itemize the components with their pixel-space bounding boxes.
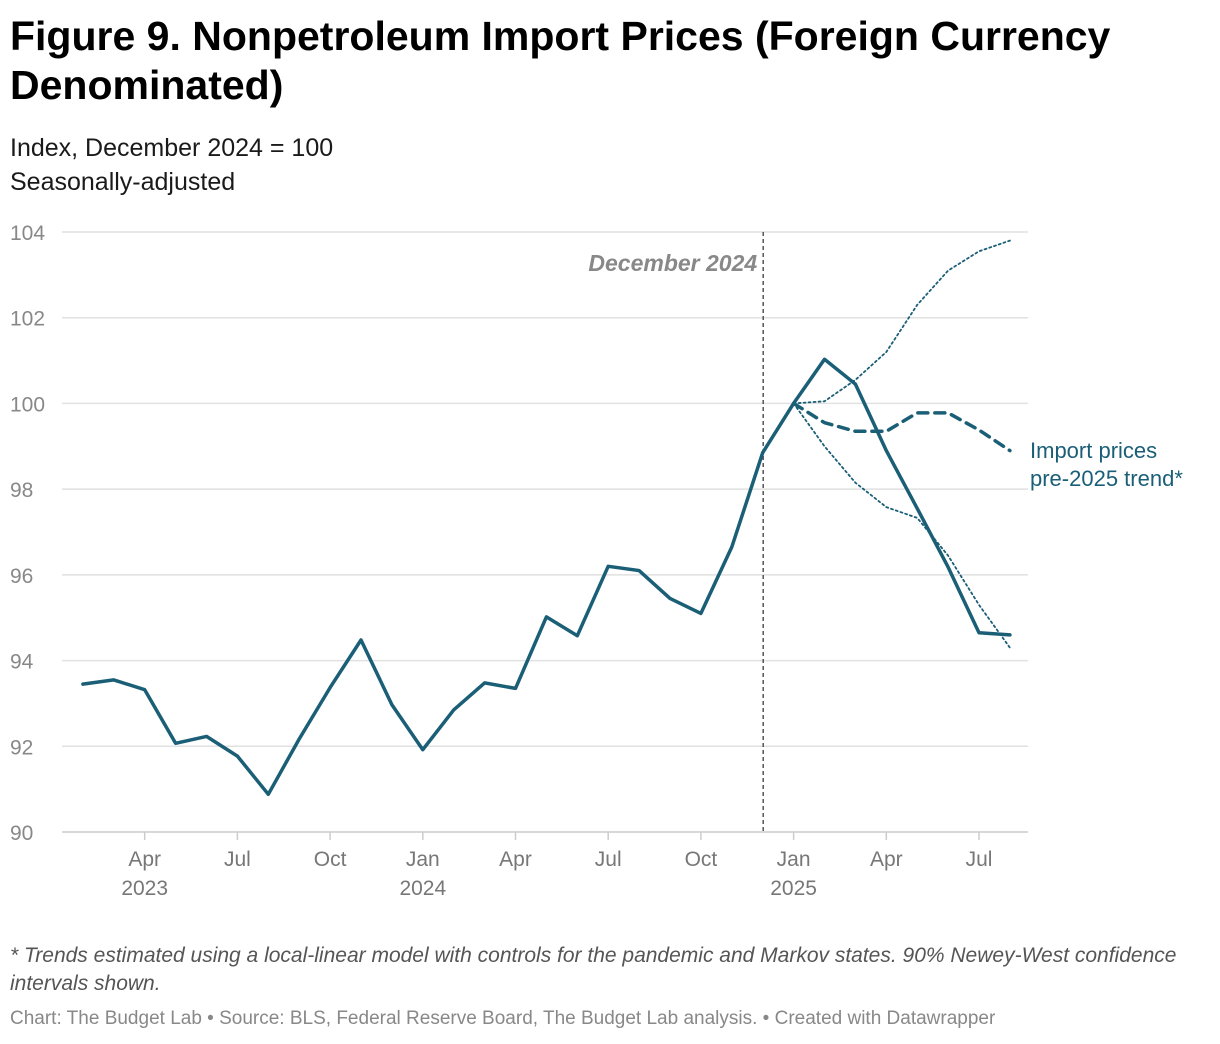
footnote: * Trends estimated using a local-linear …	[10, 944, 1177, 995]
x-tick-label: Oct	[685, 848, 718, 871]
x-tick-label: Jul	[224, 848, 251, 871]
y-tick-label: 98	[10, 479, 33, 502]
x-tick-label: Jan	[406, 848, 440, 871]
y-tick-label: 104	[10, 222, 45, 245]
y-tick-label: 102	[10, 308, 45, 331]
x-tick-label: Oct	[314, 848, 347, 871]
x-tick-label: Apr	[870, 848, 903, 871]
reference-line-group: December 2024	[588, 232, 764, 832]
y-axis: 90 92 94 96 98 100 102 104	[10, 222, 45, 845]
y-tick-label: 94	[10, 651, 34, 674]
reference-line-label: December 2024	[588, 250, 757, 276]
x-tick-label: Jul	[595, 848, 622, 871]
line-chart: 90 92 94 96 98 100 102 104 Apr 2023 Jul Oct Jan 2024…	[10, 222, 1183, 900]
source-credit: Chart: The Budget Lab • Source: BLS, Fed…	[10, 1008, 996, 1029]
series-line-pre-2025-trend	[791, 401, 1012, 453]
series-line-lower-90-ci	[792, 402, 1011, 649]
x-tick-label: Apr	[499, 848, 532, 871]
x-tick-label: Jul	[966, 848, 993, 871]
gridlines	[62, 231, 1028, 833]
y-tick-label: 100	[10, 393, 45, 416]
x-year-label: 2023	[121, 877, 168, 900]
series-line-import-prices	[81, 357, 1012, 797]
x-year-label: 2024	[399, 877, 446, 900]
y-tick-label: 96	[10, 565, 33, 588]
chart-title: Figure 9. Nonpetroleum Import Prices (Fo…	[10, 13, 1111, 108]
subtitle-index-note: Index, December 2024 = 100	[10, 134, 334, 162]
y-tick-label: 92	[10, 736, 33, 759]
series-group	[81, 239, 1012, 797]
chart-subtitle: Index, December 2024 = 100 Seasonally-ad…	[10, 131, 333, 199]
x-axis: Apr 2023 Jul Oct Jan 2024 Apr Jul Oct Jan 2025 Apr J…	[121, 832, 992, 900]
x-year-label: 2025	[770, 877, 817, 900]
series-label-import-prices: Import prices	[1030, 438, 1157, 463]
y-tick-label: 90	[10, 822, 33, 845]
x-tick-label: Apr	[128, 848, 161, 871]
x-tick-label: Jan	[777, 848, 811, 871]
series-line-upper-90-ci	[792, 239, 1011, 405]
subtitle-seasonal-note: Seasonally-adjusted	[10, 168, 236, 196]
series-label-trend: pre-2025 trend*	[1030, 466, 1183, 491]
